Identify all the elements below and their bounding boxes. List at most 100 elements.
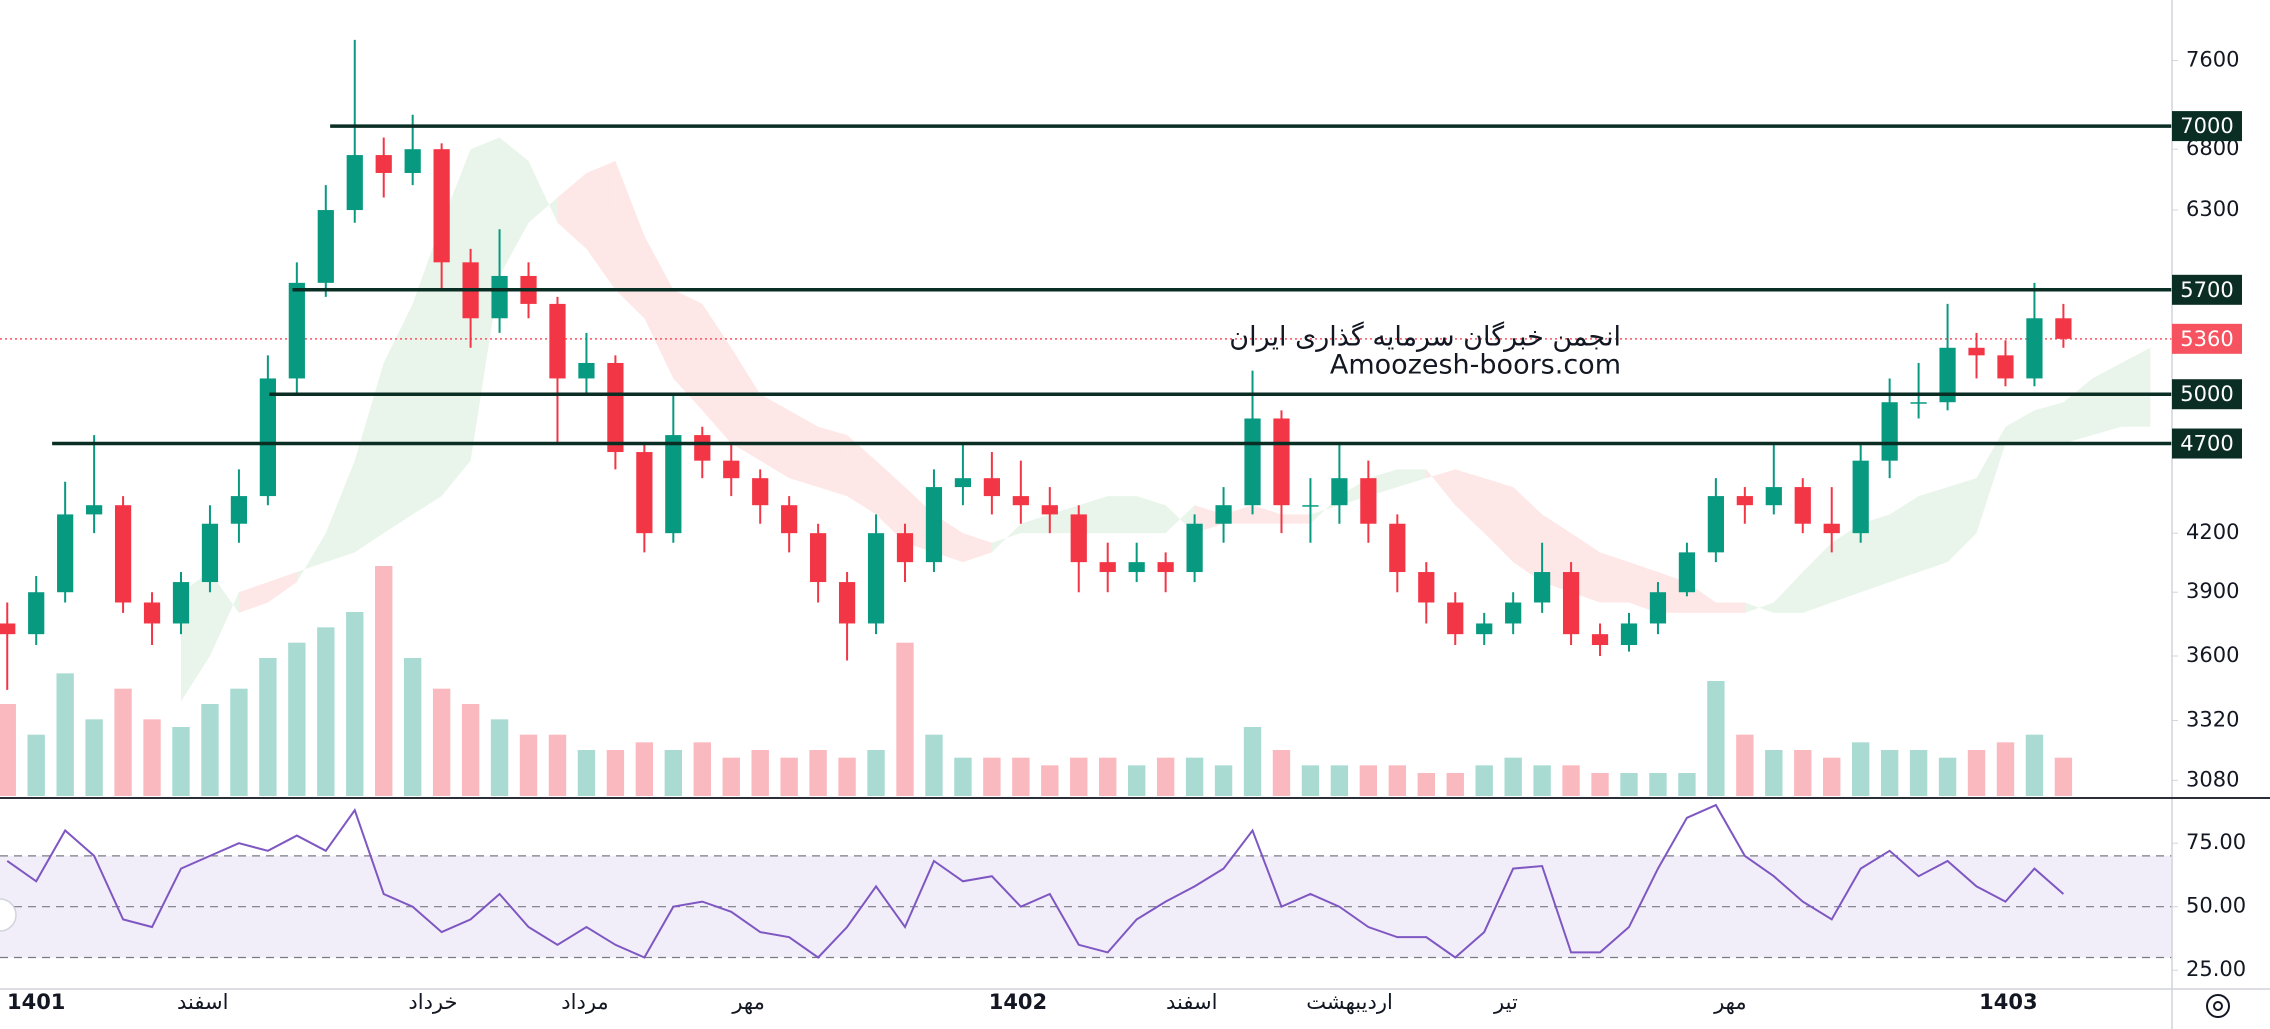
volume-bar (172, 727, 190, 796)
rsi-line (6, 803, 2065, 959)
cloud-segment (818, 426, 848, 497)
x-tick-label: تیر (1493, 990, 1518, 1014)
volume-bar (809, 750, 827, 796)
settings-icon[interactable] (2206, 994, 2230, 1018)
x-tick-label-major: 1403 (1979, 990, 2037, 1014)
cloud-segment (991, 523, 1021, 553)
candle-body (375, 155, 392, 173)
cloud-segment (209, 572, 239, 657)
candle-body (1765, 487, 1782, 506)
cloud-segment (1107, 496, 1137, 534)
volume-bar (1041, 765, 1059, 796)
cloud-segment (1715, 602, 1745, 613)
candle-body (781, 505, 798, 534)
candle-body (1331, 478, 1348, 506)
volume-bar (201, 704, 219, 796)
volume-bar (230, 688, 248, 796)
candle-body (1302, 505, 1319, 507)
candle-body (143, 602, 161, 624)
volume-bar (1678, 773, 1696, 796)
candle-body (1244, 418, 1261, 506)
candle-body (288, 282, 305, 379)
x-tick-label: اسفند (177, 990, 228, 1014)
volume-bar (1794, 750, 1812, 796)
y-tick-label: 4200 (2186, 520, 2239, 544)
settings-ring (2206, 994, 2230, 1018)
volume-bar (490, 719, 509, 796)
candle-body (1881, 402, 1898, 461)
candle-body (404, 149, 421, 173)
candle-body (114, 505, 132, 603)
cloud-segment (1802, 542, 1832, 613)
cloud-segment (1860, 514, 1890, 593)
candle-body (925, 487, 943, 563)
candle-body (1591, 634, 1609, 646)
volume-bar (780, 757, 798, 796)
y-tick-label: 7600 (2186, 48, 2239, 72)
cloud-segment (1831, 523, 1861, 603)
volume-bar (1533, 765, 1551, 796)
volume-bar (1185, 757, 1204, 796)
volume-bar (1880, 750, 1899, 796)
candle-body (1128, 562, 1145, 573)
volume-bar (577, 750, 596, 796)
candle-body (28, 592, 45, 635)
volume-bar (317, 627, 335, 796)
volume-bar (693, 742, 711, 796)
volume-bar (461, 704, 480, 796)
level-label-box (2172, 379, 2242, 410)
cloud-segment (1600, 552, 1629, 603)
volume-bar (1243, 727, 1262, 796)
candle-body (1186, 523, 1203, 573)
candle-body (1505, 602, 1522, 624)
watermark-title: انجمن خبرگان سرمایه گذاری ایران (1229, 321, 1621, 353)
cloud-segment (1744, 602, 1774, 613)
candle-body (433, 149, 450, 263)
volume-bar (1012, 757, 1030, 796)
volume-bar (548, 734, 567, 796)
cloud-segment (1252, 505, 1282, 524)
volume-bar (1475, 765, 1493, 796)
volume-bar (1127, 765, 1146, 796)
candle-body (1649, 592, 1667, 624)
cloud-segment (1136, 496, 1166, 534)
volume-bar (1736, 734, 1754, 796)
cloud-segment (528, 160, 558, 223)
volume-bar (375, 566, 393, 796)
candle-body (694, 435, 711, 461)
volume-bar (896, 642, 914, 796)
candle-body (1418, 572, 1435, 603)
volume-bar (1070, 757, 1088, 796)
level-label-box (2172, 428, 2242, 459)
volume-bar (1272, 750, 1291, 796)
volume-bar (838, 757, 856, 796)
cloud-segment (1918, 487, 1948, 573)
y-tick-label: 6300 (2186, 197, 2239, 221)
volume-bar (1851, 742, 1870, 796)
candle-body (1447, 602, 1464, 635)
candle-body (201, 523, 219, 583)
last-price-box (2172, 323, 2242, 354)
cloud-segment (2121, 347, 2151, 427)
scroll-button[interactable] (0, 898, 17, 932)
candle-body (0, 623, 16, 635)
candle-body (1707, 496, 1724, 553)
volume-bar (2025, 734, 2044, 796)
volume-bar (259, 658, 277, 796)
volume-bar (664, 750, 683, 796)
candle-body (867, 533, 885, 624)
x-tick-label: مهر (1713, 990, 1747, 1014)
candle-body (86, 505, 103, 515)
candle-body (491, 275, 508, 319)
volume-bar (722, 757, 740, 796)
cloud-segment (702, 303, 732, 444)
cloud-segment (1020, 514, 1050, 534)
volume-bar (346, 612, 364, 796)
candle-body (665, 435, 682, 534)
candle-body (1012, 496, 1029, 506)
volume-bar (1301, 765, 1320, 796)
candle-body (1997, 355, 2014, 379)
cloud-segment (1484, 478, 1514, 563)
volume-bar (1938, 757, 1957, 796)
